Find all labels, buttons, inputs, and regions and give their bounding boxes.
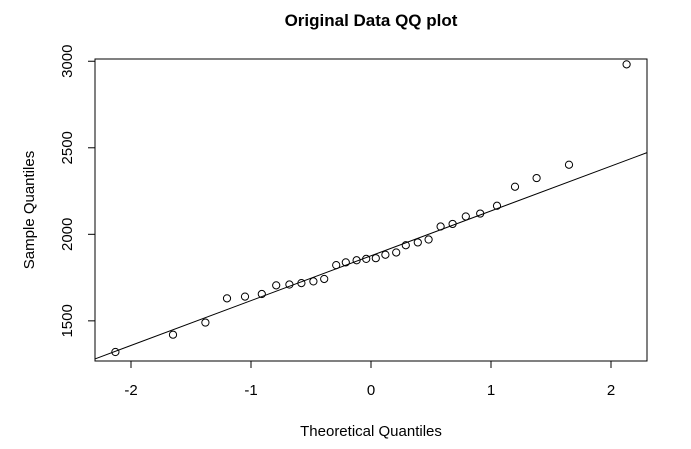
- qq-point: [362, 254, 371, 263]
- qq-point: [401, 241, 410, 250]
- qq-point: [222, 294, 232, 303]
- reference-line-group: [94, 152, 648, 360]
- qq-point: [297, 279, 306, 288]
- x-tick-label: 1: [487, 382, 495, 399]
- qq-point: [240, 292, 250, 301]
- qq-point: [168, 330, 178, 339]
- qq-point: [257, 289, 266, 299]
- qq-point: [413, 238, 422, 247]
- y-tick-label: 2500: [59, 131, 76, 164]
- qq-point: [111, 347, 120, 357]
- qq-point: [461, 212, 470, 221]
- x-tick-label: -1: [244, 382, 257, 399]
- qq-point: [532, 173, 541, 183]
- qq-point: [436, 222, 445, 231]
- qq-point: [272, 281, 281, 290]
- data-points: [111, 60, 631, 357]
- x-tick-label: -2: [124, 382, 137, 399]
- qq-point: [371, 254, 380, 263]
- qq-point: [424, 235, 433, 244]
- qq-point: [622, 60, 631, 69]
- qq-reference-line: [94, 152, 648, 360]
- qq-point: [510, 182, 520, 191]
- y-tick-label: 2000: [59, 218, 76, 251]
- x-axis: -2 -1 0 1 2: [124, 361, 615, 399]
- qq-point: [392, 248, 401, 257]
- plot-frame: [94, 58, 648, 362]
- qq-point: [476, 209, 485, 218]
- qq-point: [341, 258, 350, 267]
- qq-point: [448, 219, 457, 229]
- y-tick-label: 3000: [59, 45, 76, 78]
- x-tick-label: 0: [367, 382, 375, 399]
- qq-point: [285, 280, 294, 289]
- qq-point: [564, 160, 574, 169]
- y-tick-label: 1500: [59, 304, 76, 337]
- y-axis: 1500 2000 2500 3000: [59, 45, 95, 338]
- qq-point: [309, 277, 318, 286]
- qq-point: [381, 250, 390, 259]
- qq-point: [320, 274, 329, 284]
- x-axis-label: Theoretical Quantiles: [300, 423, 442, 440]
- x-tick-label: 2: [607, 382, 615, 399]
- chart-title: Original Data QQ plot: [285, 11, 458, 30]
- y-axis-label: Sample Quantiles: [21, 151, 38, 269]
- qq-point: [352, 256, 361, 265]
- qq-point: [332, 261, 341, 270]
- qq-point: [492, 201, 502, 210]
- qq-point: [201, 318, 210, 327]
